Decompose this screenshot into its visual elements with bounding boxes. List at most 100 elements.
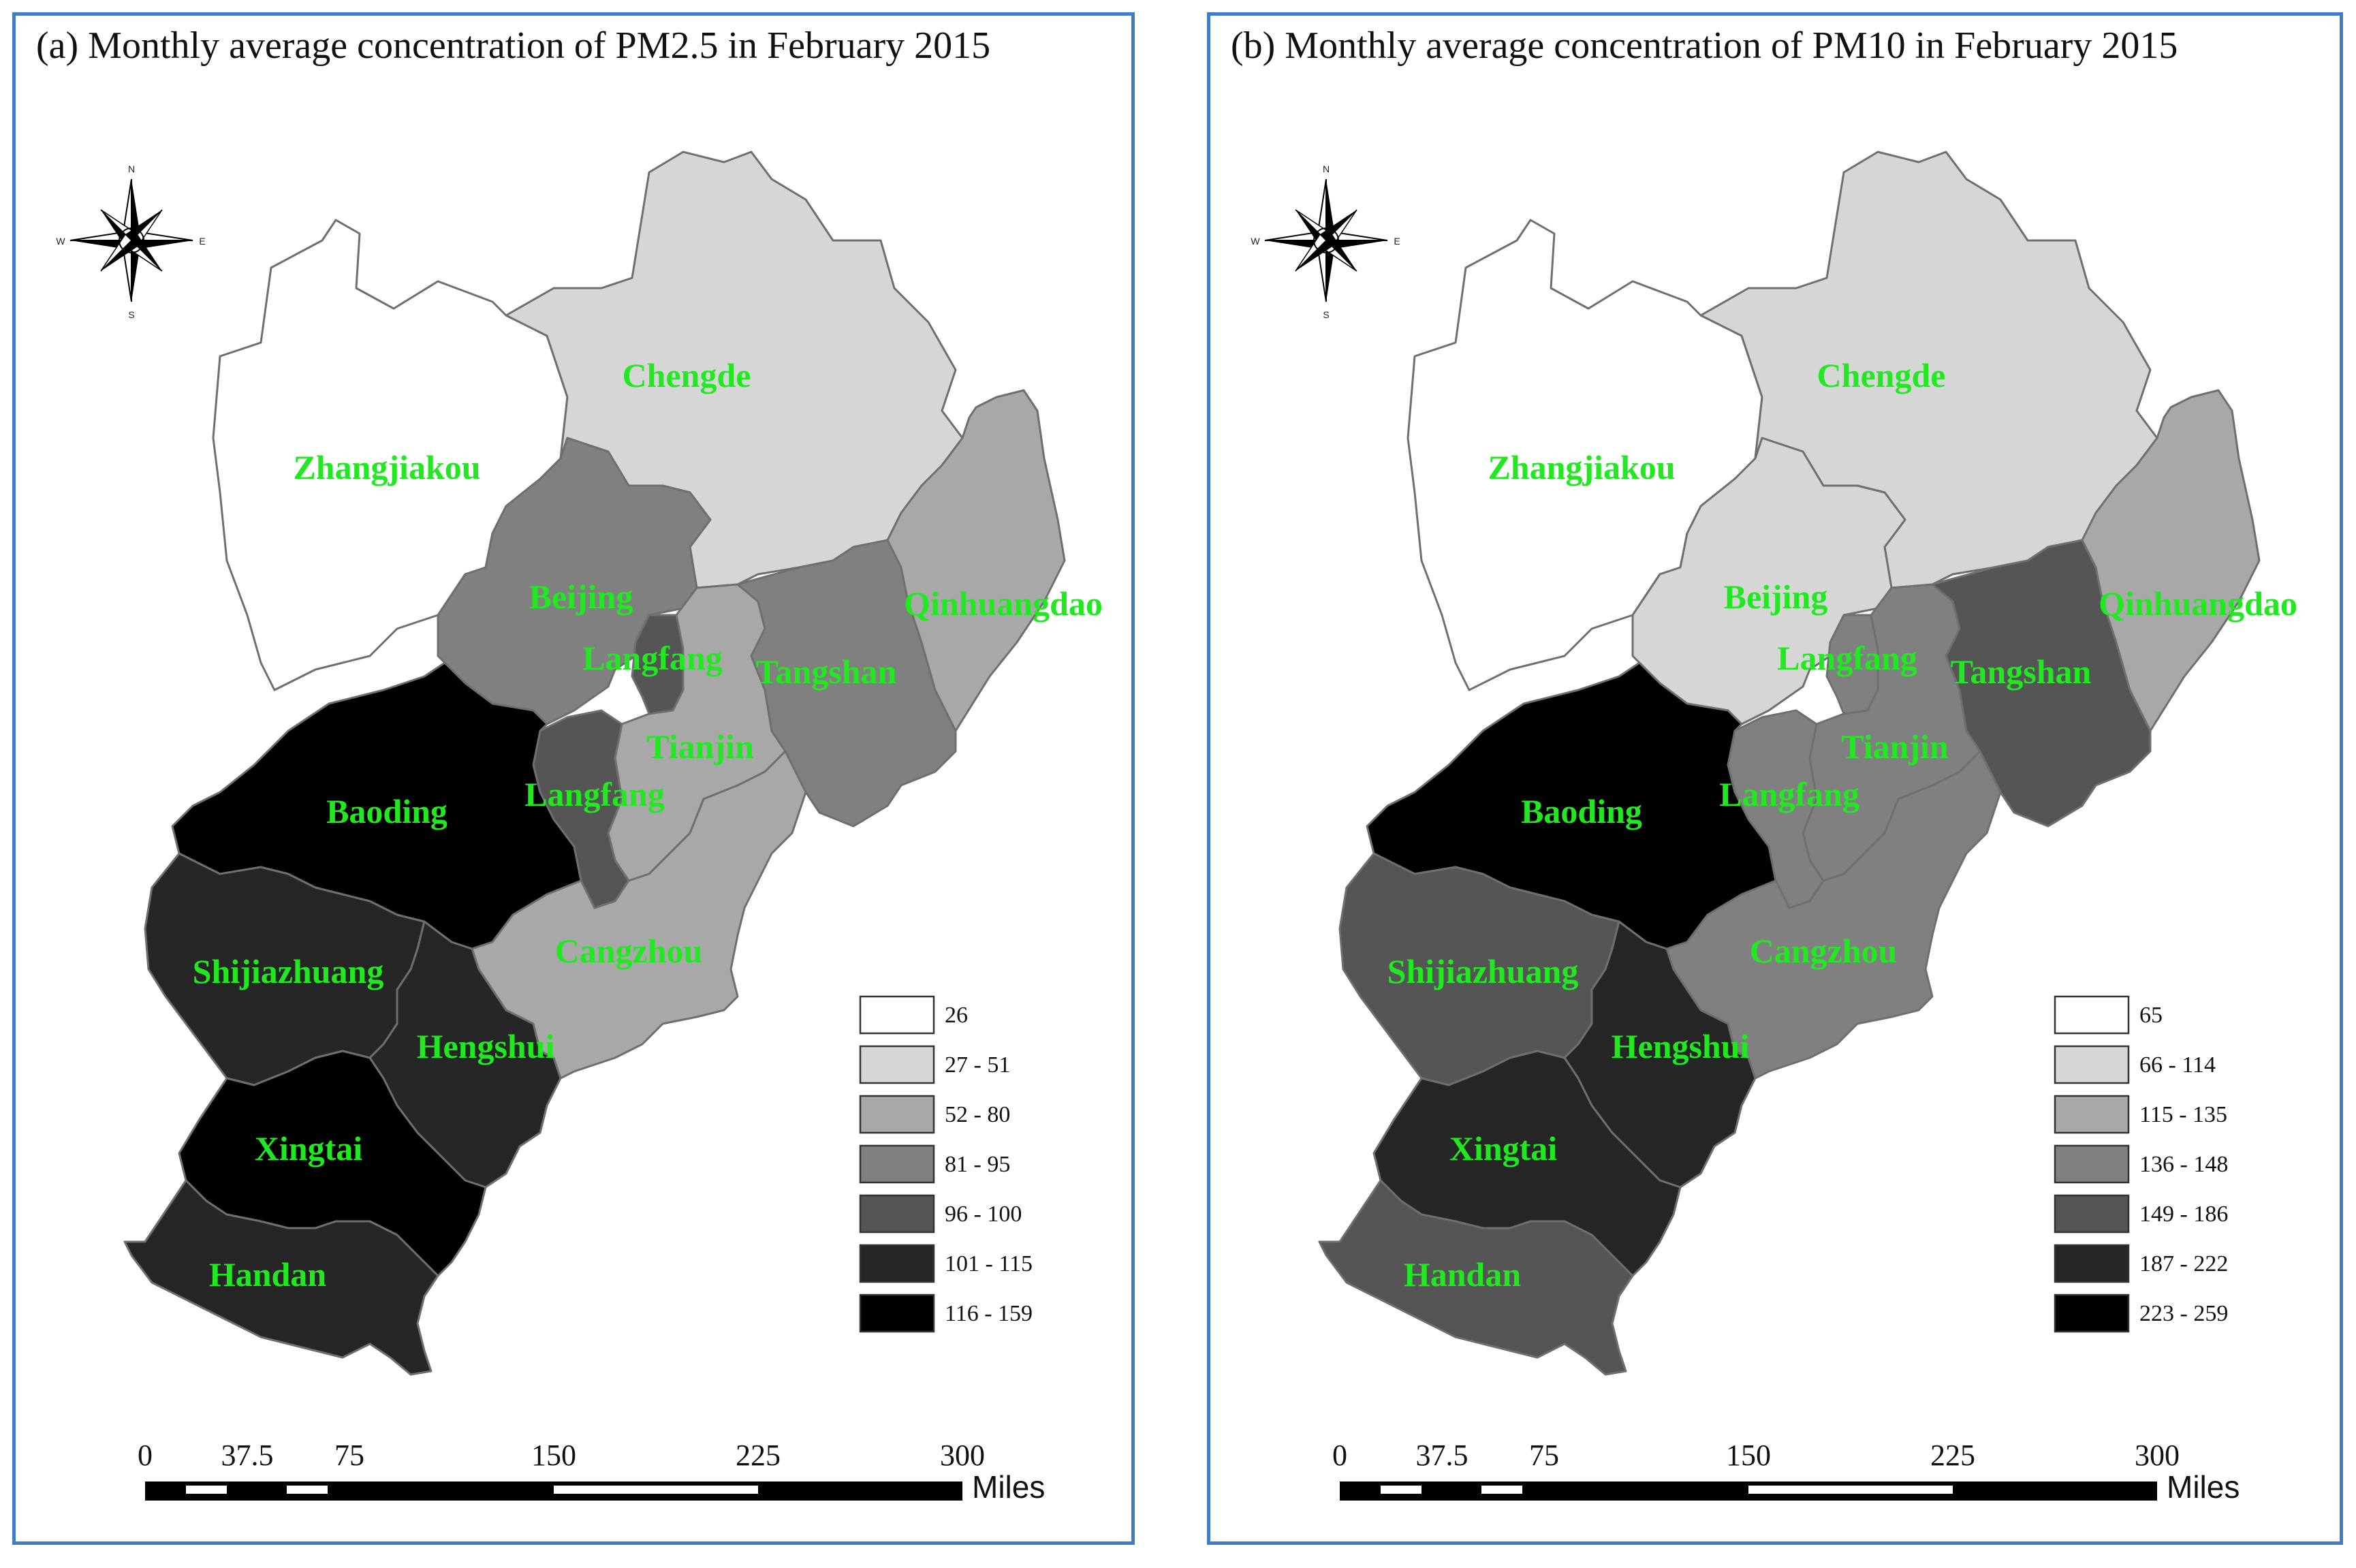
region-label: Tangshan xyxy=(756,653,897,691)
region-label: Tangshan xyxy=(1951,653,2092,691)
compass-letter-s: S xyxy=(1323,309,1329,320)
compass-letter-e: E xyxy=(1394,236,1400,247)
region-label: Handan xyxy=(1404,1255,1522,1293)
region-label: Qinhuangdao xyxy=(904,584,1103,623)
scale-bar-segment xyxy=(287,1486,328,1494)
legend-label: 187 - 222 xyxy=(2139,1251,2228,1276)
region-label: Cangzhou xyxy=(1750,932,1898,970)
scale-tick-label: 75 xyxy=(1529,1439,1559,1472)
region-handan xyxy=(123,1179,439,1376)
scale-tick-label: 0 xyxy=(138,1439,153,1472)
region-label: Langfang xyxy=(1719,775,1859,813)
region-tangshan xyxy=(736,539,957,828)
region-label: Cangzhou xyxy=(555,932,703,970)
scale-bar-segment xyxy=(1381,1486,1422,1494)
region-label: Zhangjiakou xyxy=(1488,448,1675,486)
scale-tick-label: 150 xyxy=(531,1439,576,1472)
legend-swatch xyxy=(859,1095,935,1134)
region-label: Langfang xyxy=(524,775,665,813)
legend-label: 136 - 148 xyxy=(2139,1152,2228,1177)
legend: 65 66 - 114 115 - 135 136 - 148 149 - 186 187… xyxy=(2054,995,2228,1333)
region-label: Tianjin xyxy=(1841,727,1949,766)
region-layer xyxy=(1318,151,2261,1376)
scale-unit-label: Miles xyxy=(972,1469,1045,1505)
legend-label: 115 - 135 xyxy=(2139,1102,2227,1127)
region-qinhuangdao xyxy=(2081,389,2261,732)
legend-swatch xyxy=(2054,1293,2130,1333)
scale-tick-label: 300 xyxy=(940,1439,985,1472)
panel-title: (b) Monthly average concentration of PM1… xyxy=(1231,25,2178,67)
label-layer: Zhangjiakou Chengde Beijing Langfang Tianjin… xyxy=(193,356,1103,1293)
compass-letter-n: N xyxy=(128,163,135,174)
compass-letter-w: W xyxy=(1251,236,1260,247)
region-label: Hengshui xyxy=(1612,1027,1750,1065)
region-label: Handan xyxy=(209,1255,327,1293)
legend-swatch xyxy=(2054,1144,2130,1184)
region-label: Chengde xyxy=(1817,356,1946,394)
scale-bar-segment xyxy=(554,1486,758,1494)
legend-swatch xyxy=(859,1293,935,1333)
scale-tick-label: 0 xyxy=(1332,1439,1347,1472)
scale-tick-label: 37.5 xyxy=(1416,1439,1468,1472)
legend-swatch xyxy=(859,1144,935,1184)
legend-label: 27 - 51 xyxy=(945,1052,1010,1078)
region-hengshui xyxy=(368,920,562,1189)
region-label: Beijing xyxy=(1724,578,1828,616)
legend-label: 116 - 159 xyxy=(945,1301,1033,1326)
region-hengshui xyxy=(1563,920,1757,1189)
region-label: Tianjin xyxy=(646,727,754,766)
compass-letter-n: N xyxy=(1323,163,1330,174)
region-label: Qinhuangdao xyxy=(2099,584,2297,623)
region-layer xyxy=(123,151,1066,1376)
region-label: Langfang xyxy=(582,639,723,677)
scale-tick-label: 225 xyxy=(736,1439,781,1472)
region-label: Baoding xyxy=(326,792,447,830)
panel-title: (a) Monthly average concentration of PM2… xyxy=(36,25,991,67)
legend-swatch xyxy=(2054,995,2130,1035)
compass-letter-s: S xyxy=(128,309,134,320)
region-label: Xingtai xyxy=(255,1129,362,1167)
scale-tick-label: 300 xyxy=(2135,1439,2180,1472)
region-label: Chengde xyxy=(623,356,751,394)
panel-pm25: (a) Monthly average concentration of PM2… xyxy=(12,12,1135,1545)
scale-tick-label: 150 xyxy=(1726,1439,1771,1472)
compass-rose-icon: N S E W xyxy=(1251,163,1400,320)
region-handan xyxy=(1318,1179,1634,1376)
region-label: Langfang xyxy=(1777,639,1917,677)
region-label: Hengshui xyxy=(417,1027,555,1065)
region-label: Shijiazhuang xyxy=(193,952,384,990)
legend-swatch xyxy=(859,1045,935,1084)
region-label: Zhangjiakou xyxy=(293,448,480,486)
region-label: Shijiazhuang xyxy=(1387,952,1579,990)
region-label: Xingtai xyxy=(1449,1129,1557,1167)
map-svg: Zhangjiakou Chengde Beijing Langfang Tianjin… xyxy=(1251,151,2297,1505)
legend-label: 66 - 114 xyxy=(2139,1052,2216,1078)
region-beijing xyxy=(437,437,712,725)
legend-swatch xyxy=(859,1194,935,1234)
label-layer: Zhangjiakou Chengde Beijing Langfang Tianjin… xyxy=(1387,356,2297,1293)
region-tangshan xyxy=(1931,539,2152,828)
legend-swatch xyxy=(859,995,935,1035)
scale-unit-label: Miles xyxy=(2167,1469,2240,1505)
compass-letter-w: W xyxy=(56,236,65,247)
scale-bar-segment xyxy=(186,1486,227,1494)
legend-swatch xyxy=(2054,1244,2130,1283)
legend-swatch xyxy=(2054,1045,2130,1084)
map-svg: Zhangjiakou Chengde Beijing Langfang Tianjin… xyxy=(56,151,1103,1505)
legend-label: 26 xyxy=(945,1003,968,1028)
scale-tick-label: 75 xyxy=(334,1439,364,1472)
region-label: Beijing xyxy=(529,578,633,616)
legend: 26 27 - 51 52 - 80 81 - 95 96 - 100 101 - 115… xyxy=(859,995,1033,1333)
legend-label: 101 - 115 xyxy=(945,1251,1033,1276)
scale-bar-segment xyxy=(1748,1486,1953,1494)
legend-label: 223 - 259 xyxy=(2139,1301,2228,1326)
legend-label: 65 xyxy=(2139,1003,2163,1028)
compass-rose-icon: N S E W xyxy=(56,163,205,320)
legend-swatch xyxy=(2054,1194,2130,1234)
region-label: Baoding xyxy=(1521,792,1642,830)
legend-label: 96 - 100 xyxy=(945,1202,1022,1227)
legend-label: 81 - 95 xyxy=(945,1152,1010,1177)
compass-letter-e: E xyxy=(199,236,205,247)
